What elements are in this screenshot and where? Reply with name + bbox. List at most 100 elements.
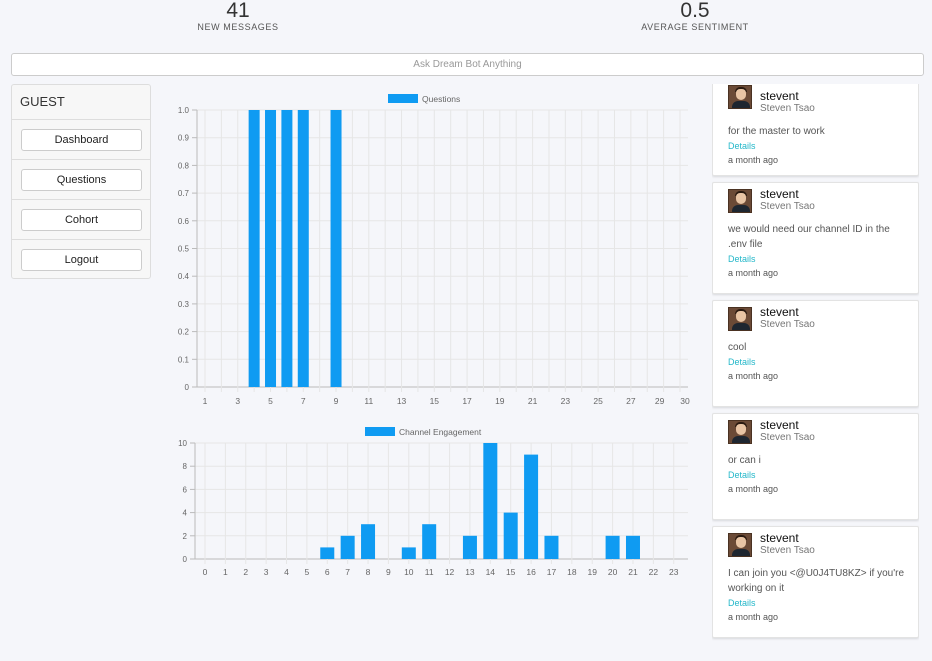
- message-username: stevent: [760, 531, 799, 545]
- x-tick-label: 9: [386, 567, 391, 577]
- message-username: stevent: [760, 305, 799, 319]
- bar: [483, 443, 498, 559]
- message-time: a month ago: [728, 155, 779, 165]
- x-tick-label: 20: [608, 567, 618, 577]
- x-tick-label: 29: [655, 396, 665, 406]
- message-fullname: Steven Tsao: [760, 545, 815, 556]
- x-tick-label: 13: [465, 567, 475, 577]
- avatar: [728, 85, 752, 109]
- y-tick-label: 0: [183, 555, 188, 564]
- message-fullname: Steven Tsao: [760, 432, 815, 443]
- message-text: cool: [728, 342, 747, 353]
- x-tick-label: 23: [561, 396, 571, 406]
- x-tick-label: 3: [235, 396, 240, 406]
- x-tick-label: 15: [430, 396, 440, 406]
- questions-button[interactable]: Questions: [21, 169, 142, 191]
- message-fullname: Steven Tsao: [760, 319, 815, 330]
- cohort-button[interactable]: Cohort: [21, 209, 142, 231]
- average-sentiment-label: AVERAGE SENTIMENT: [641, 22, 749, 32]
- message-text: or can i: [728, 455, 761, 466]
- bar: [503, 512, 518, 559]
- details-link[interactable]: Details: [728, 357, 756, 367]
- legend-swatch: [388, 94, 418, 103]
- message-card: stevent Steven Tsao or can i Details a m…: [712, 413, 919, 520]
- bar: [248, 110, 260, 387]
- details-link[interactable]: Details: [728, 598, 756, 608]
- avatar: [728, 189, 752, 213]
- message-username: stevent: [760, 89, 799, 103]
- x-tick-label: 27: [626, 396, 636, 406]
- bar: [544, 535, 559, 559]
- sidebar-title: GUEST: [12, 85, 150, 120]
- x-tick-label: 19: [495, 396, 505, 406]
- x-tick-label: 5: [268, 396, 273, 406]
- bar: [401, 547, 416, 559]
- y-tick-label: 0.3: [178, 300, 190, 309]
- legend-label: Questions: [422, 94, 460, 104]
- average-sentiment-value: 0.5: [680, 0, 710, 22]
- x-tick-label: 14: [486, 567, 496, 577]
- bar: [361, 524, 376, 559]
- message-feed: stevent Steven Tsao for the master to wo…: [712, 84, 919, 646]
- x-tick-label: 0: [203, 567, 208, 577]
- y-tick-label: 0.1: [178, 355, 190, 364]
- x-tick-label: 7: [301, 396, 306, 406]
- nav-cell-logout: Logout: [12, 240, 150, 280]
- x-tick-label: 9: [334, 396, 339, 406]
- message-fullname: Steven Tsao: [760, 201, 815, 212]
- y-tick-label: 0.9: [178, 134, 190, 143]
- y-tick-label: 0.8: [178, 161, 190, 170]
- avatar: [728, 307, 752, 331]
- y-tick-label: 0: [185, 383, 190, 392]
- x-tick-label: 23: [669, 567, 679, 577]
- bar: [524, 454, 539, 559]
- x-tick-label: 5: [305, 567, 310, 577]
- legend-label: Channel Engagement: [399, 427, 482, 437]
- bar: [625, 535, 640, 559]
- y-tick-label: 4: [183, 509, 188, 518]
- x-tick-label: 7: [345, 567, 350, 577]
- x-tick-label: 8: [366, 567, 371, 577]
- new-messages-stat: 41 NEW MESSAGES: [188, 0, 288, 32]
- dashboard-button[interactable]: Dashboard: [21, 129, 142, 151]
- x-tick-label: 21: [528, 396, 538, 406]
- average-sentiment-stat: 0.5 AVERAGE SENTIMENT: [625, 0, 765, 32]
- bar: [265, 110, 277, 387]
- message-text: I can join you <@U0J4TU8KZ> if you're wo…: [728, 568, 905, 594]
- x-tick-label: 19: [587, 567, 597, 577]
- message-card: stevent Steven Tsao I can join you <@U0J…: [712, 526, 919, 638]
- x-tick-label: 21: [628, 567, 638, 577]
- y-tick-label: 1.0: [178, 106, 190, 115]
- questions-chart-svg: 00.10.20.30.40.50.60.70.80.91.01 3 5 7 9 11 13…: [178, 94, 690, 406]
- avatar: [728, 420, 752, 444]
- details-link[interactable]: Details: [728, 470, 756, 480]
- y-tick-label: 10: [178, 439, 187, 448]
- x-tick-label: 12: [445, 567, 455, 577]
- x-tick-label: 10: [404, 567, 414, 577]
- y-tick-label: 2: [183, 532, 188, 541]
- nav-cell-questions: Questions: [12, 160, 150, 200]
- message-fullname: Steven Tsao: [760, 103, 815, 114]
- x-tick-label: 6: [325, 567, 330, 577]
- x-tick-label: 1: [223, 567, 228, 577]
- message-username: stevent: [760, 418, 799, 432]
- nav-cell-dashboard: Dashboard: [12, 120, 150, 160]
- x-tick-label: 16: [526, 567, 536, 577]
- bar: [320, 547, 335, 559]
- details-link[interactable]: Details: [728, 254, 756, 264]
- bar: [605, 535, 620, 559]
- ask-bot-search-input[interactable]: Ask Dream Bot Anything: [11, 53, 924, 76]
- message-text: for the master to work: [728, 126, 825, 137]
- message-text: we would need our channel ID in the .env…: [728, 224, 890, 250]
- x-tick-label: 13: [397, 396, 407, 406]
- x-tick-label: 11: [364, 396, 373, 406]
- y-tick-label: 6: [183, 485, 188, 494]
- message-time: a month ago: [728, 484, 779, 494]
- legend-swatch: [365, 427, 395, 436]
- logout-button[interactable]: Logout: [21, 249, 142, 271]
- details-link[interactable]: Details: [728, 141, 756, 151]
- x-tick-label: 17: [462, 396, 472, 406]
- y-tick-label: 0.2: [178, 328, 190, 337]
- x-tick-label: 15: [506, 567, 516, 577]
